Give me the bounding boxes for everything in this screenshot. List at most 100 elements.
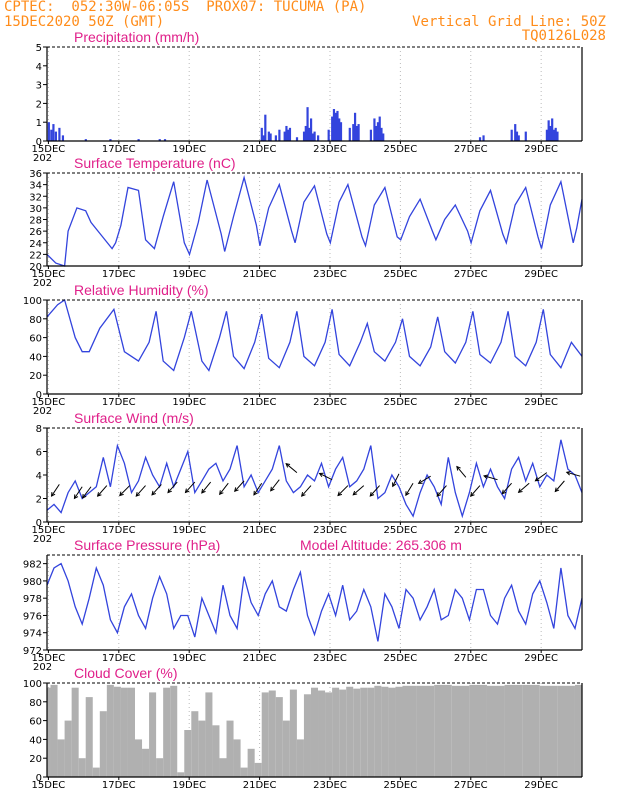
cloud-area-bar bbox=[212, 725, 220, 777]
wind-arrow-head bbox=[470, 492, 475, 497]
wind-arrow bbox=[470, 485, 481, 497]
precipitation-bar bbox=[317, 135, 320, 141]
cloud-area-bar bbox=[191, 711, 199, 777]
precipitation-bar bbox=[311, 133, 314, 141]
wind-xtick-label: 21DEC bbox=[243, 525, 277, 536]
wind-arrow bbox=[51, 484, 60, 497]
wind-ytick-label: 8 bbox=[36, 424, 42, 435]
wind-arrow bbox=[285, 463, 298, 474]
humidity-ytick-label: 40 bbox=[29, 352, 42, 363]
wind-arrow bbox=[301, 485, 312, 497]
humidity-line bbox=[46, 298, 583, 372]
wind-arrow-head bbox=[417, 479, 423, 484]
precipitation-bar bbox=[137, 139, 140, 141]
precipitation-bar bbox=[274, 135, 277, 141]
precipitation-bar bbox=[334, 112, 337, 141]
precipitation-bar bbox=[308, 127, 311, 141]
cloud-area-bar bbox=[574, 684, 582, 777]
temperature-line bbox=[46, 175, 583, 267]
precipitation-bar bbox=[369, 129, 373, 141]
precipitation-bar bbox=[327, 129, 330, 141]
cloud-area-bar bbox=[113, 686, 121, 777]
cloud-area-bar bbox=[402, 685, 417, 777]
wind-ytick-label: 2 bbox=[36, 495, 42, 506]
wind-arrow bbox=[319, 472, 333, 481]
precipitation-bar bbox=[549, 125, 552, 141]
precipitation-bar bbox=[339, 122, 343, 141]
precipitation-bar bbox=[287, 129, 290, 141]
cloud-ytick-label: 40 bbox=[29, 735, 42, 746]
precipitation-bar bbox=[54, 131, 57, 141]
wind-arrow-head bbox=[318, 472, 324, 478]
pressure-xtick-label: 29DEC bbox=[524, 653, 558, 664]
precipitation-bar bbox=[331, 116, 334, 141]
pressure-ytick-label: 982 bbox=[23, 560, 42, 571]
wind-arrow bbox=[74, 486, 83, 499]
wind-xtick-label: 29DEC bbox=[524, 525, 558, 536]
precipitation-bar bbox=[269, 133, 272, 141]
cloud-area-bar bbox=[261, 692, 269, 777]
cloud-area-bar bbox=[142, 748, 150, 777]
header-gridline: Vertical Grid Line: 50Z bbox=[412, 14, 606, 30]
temperature-title: Surface Temperature (nC) bbox=[74, 155, 236, 171]
precipitation-bar bbox=[47, 122, 50, 141]
precipitation-bar bbox=[375, 125, 378, 141]
precipitation-bar bbox=[295, 137, 299, 141]
pressure-xtick-label: 19DEC bbox=[172, 653, 206, 664]
temperature-ytick-label: 20 bbox=[29, 262, 42, 273]
wind-arrow bbox=[456, 466, 467, 478]
humidity-ytick-label: 0 bbox=[36, 390, 42, 401]
wind-arrow-head bbox=[151, 490, 156, 496]
wind-arrow bbox=[418, 475, 431, 484]
cloud-area-bar bbox=[318, 690, 326, 777]
precipitation-bar bbox=[61, 135, 65, 141]
cloud-area-bar bbox=[47, 687, 51, 777]
wind-xtick-label: 25DEC bbox=[384, 525, 418, 536]
cloud-area-bar bbox=[275, 697, 283, 777]
precipitation-bar bbox=[163, 139, 167, 141]
precipitation-bar bbox=[52, 124, 55, 141]
precipitation-bar bbox=[109, 139, 112, 141]
precipitation-xtick-label: 19DEC bbox=[172, 144, 206, 155]
cloud-area-bar bbox=[469, 684, 487, 777]
temperature-xtick-label: 29DEC bbox=[524, 269, 558, 280]
wind-arrow-head bbox=[534, 476, 540, 482]
precipitation-bar bbox=[336, 110, 339, 141]
wind-xtick-label: 27DEC bbox=[454, 525, 488, 536]
precipitation-ytick-label: 3 bbox=[36, 81, 42, 92]
cloud-area-bar bbox=[240, 767, 248, 777]
wind-arrow bbox=[185, 481, 196, 493]
wind-arrow-head bbox=[369, 491, 375, 497]
precipitation-bar bbox=[309, 118, 313, 141]
wind-arrow-head bbox=[135, 492, 141, 497]
pressure-year-cut: 202 bbox=[33, 662, 52, 673]
header-date: 15DEC2020 50Z (GMT) bbox=[4, 14, 165, 30]
cloud-area-bar bbox=[486, 685, 505, 777]
temperature-ytick-label: 22 bbox=[29, 250, 42, 261]
humidity-ytick-label: 20 bbox=[29, 371, 42, 382]
cloud-area-bar bbox=[85, 697, 93, 777]
precipitation-bar bbox=[355, 125, 358, 141]
cloud-xtick-label: 25DEC bbox=[384, 780, 418, 791]
cloud-area-bar bbox=[388, 687, 396, 777]
precipitation-bar bbox=[551, 118, 554, 141]
cloud-area-bar bbox=[367, 687, 375, 777]
wind-arrow bbox=[501, 482, 512, 495]
precipitation-bar bbox=[285, 125, 288, 141]
cloud-area-bar bbox=[346, 686, 354, 777]
precipitation-bar bbox=[304, 125, 307, 141]
precipitation-xtick-label: 15DEC bbox=[32, 144, 66, 155]
temperature-xtick-label: 27DEC bbox=[454, 269, 488, 280]
pressure-ytick-label: 980 bbox=[23, 577, 42, 588]
cloud-area-bar bbox=[395, 686, 403, 777]
cloud-area-bar bbox=[170, 685, 178, 777]
cloud-area-bar bbox=[289, 689, 297, 777]
precipitation-bar bbox=[514, 124, 517, 141]
wind-ytick-label: 0 bbox=[36, 518, 42, 529]
wind-arrow-head bbox=[517, 488, 523, 494]
cloud-area-bar bbox=[106, 684, 114, 777]
precipitation-bar bbox=[554, 127, 557, 141]
cloud-area-bar bbox=[149, 692, 157, 777]
precipitation-bar bbox=[547, 120, 550, 141]
temperature-xtick-label: 23DEC bbox=[313, 269, 347, 280]
